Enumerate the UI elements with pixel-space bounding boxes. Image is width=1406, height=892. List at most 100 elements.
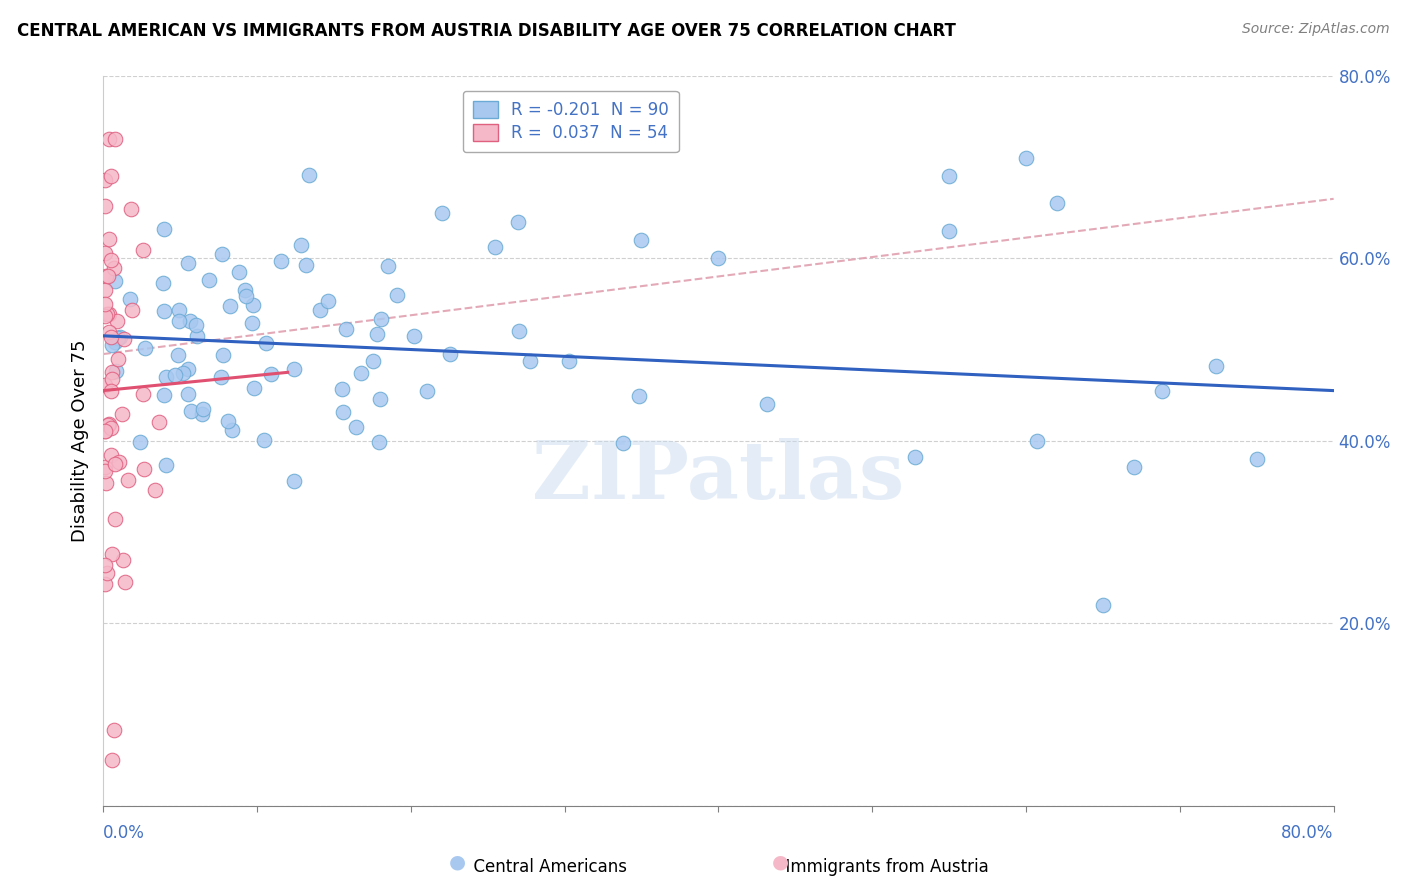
Point [242,381,264,395]
Point [235,289,257,303]
Point [904,450,927,465]
Text: ●: ● [449,853,465,871]
Point [96,269,118,284]
Point [153,222,176,236]
Point [176,362,198,376]
Point [132,243,155,257]
Point [101,754,124,768]
Text: 80.0%: 80.0% [1281,824,1334,842]
Point [197,272,219,286]
Point [172,366,194,380]
Point [612,436,634,450]
Point [100,448,122,462]
Point [316,293,339,308]
Point [212,348,235,362]
Point [97,269,120,284]
Point [186,318,208,332]
Point [97,132,120,146]
Point [98,232,121,246]
Point [508,214,530,228]
Point [253,434,276,448]
Point [1091,599,1114,613]
Point [117,473,139,487]
Point [143,483,166,497]
Point [186,329,208,343]
Point [630,233,652,247]
Point [93,172,115,186]
Point [430,205,453,219]
Point [270,254,292,268]
Point [163,368,186,383]
Point [330,383,353,397]
Point [94,558,117,572]
Point [108,455,131,469]
Point [219,299,242,313]
Point [129,435,152,450]
Point [707,251,730,265]
Point [402,329,425,343]
Point [221,424,243,438]
Point [134,461,156,475]
Point [439,347,461,361]
Point [1123,460,1146,475]
Point [242,297,264,311]
Point [368,435,391,450]
Point [191,402,214,417]
Point [283,474,305,488]
Point [254,335,277,350]
Point [335,321,357,335]
Point [93,309,115,323]
Point [97,307,120,321]
Point [1026,434,1049,448]
Point [97,417,120,432]
Point [100,253,122,268]
Point [177,256,200,270]
Point [134,341,156,355]
Point [100,365,122,379]
Point [332,405,354,419]
Point [93,425,115,439]
Point [107,352,129,367]
Text: Source: ZipAtlas.com: Source: ZipAtlas.com [1241,22,1389,37]
Point [93,424,115,438]
Point [519,353,541,368]
Point [96,566,118,580]
Point [155,370,177,384]
Point [177,386,200,401]
Point [290,238,312,252]
Point [120,292,142,306]
Point [298,168,321,182]
Point [96,308,118,322]
Point [1046,196,1069,211]
Point [233,283,256,297]
Point [105,314,128,328]
Point [180,404,202,418]
Point [100,371,122,385]
Point [350,366,373,380]
Point [361,354,384,368]
Point [1205,359,1227,374]
Point [366,327,388,342]
Point [344,419,367,434]
Point [209,369,232,384]
Point [100,330,122,344]
Point [111,553,134,567]
Point [1015,151,1038,165]
Point [152,303,174,318]
Point [370,392,392,407]
Point [112,332,135,346]
Point [103,723,125,737]
Point [93,283,115,297]
Point [94,297,117,311]
Point [104,364,127,378]
Point [283,362,305,376]
Text: ZIPatlas: ZIPatlas [533,438,904,516]
Point [370,311,392,326]
Text: ●: ● [772,853,789,871]
Point [104,457,127,471]
Point [100,421,122,435]
Point [1246,452,1268,467]
Point [93,464,115,478]
Point [1150,384,1173,398]
Point [191,408,214,422]
